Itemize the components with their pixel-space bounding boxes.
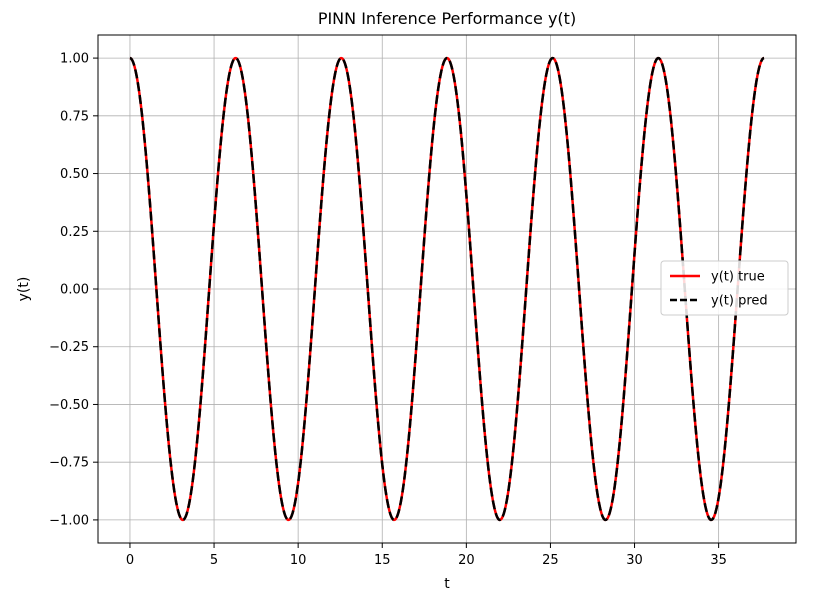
legend-box [660, 260, 789, 316]
y-tick-label: 0.00 [60, 283, 89, 298]
legend-label-pred: y(t) pred [711, 294, 768, 309]
x-tick-label: 35 [710, 553, 727, 568]
x-tick-label: 25 [542, 553, 559, 568]
y-tick-label: −0.50 [49, 398, 89, 413]
x-tick-label: 5 [210, 553, 218, 568]
y-axis-ticks: 1.00 0.75 0.50 0.25 0.00 −0.25 −0.50 −0.75 −1.00 [49, 52, 98, 528]
x-tick-label: 20 [458, 553, 475, 568]
series-line-pred [129, 56, 765, 522]
y-tick-label: 1.00 [60, 52, 89, 67]
x-tick-label: 10 [290, 553, 307, 568]
chart-title: PINN Inference Performance y(t) [318, 9, 576, 28]
y-tick-label: 0.25 [60, 225, 89, 240]
y-tick-label: −0.75 [49, 456, 89, 471]
x-axis-label: t [444, 576, 450, 592]
legend: y(t) true y(t) pred [660, 260, 789, 316]
y-axis-label: y(t) [16, 277, 32, 302]
y-tick-label: −1.00 [49, 513, 89, 528]
series-lines [129, 56, 765, 522]
legend-label-true: y(t) true [711, 270, 765, 285]
x-tick-label: 15 [374, 553, 391, 568]
y-tick-label: 0.50 [60, 167, 89, 182]
y-tick-label: 0.75 [60, 109, 89, 124]
x-tick-label: 30 [626, 553, 643, 568]
x-axis-ticks: 0 5 10 15 20 25 30 35 [126, 543, 727, 568]
x-tick-label: 0 [126, 553, 134, 568]
y-tick-label: −0.25 [49, 340, 89, 355]
